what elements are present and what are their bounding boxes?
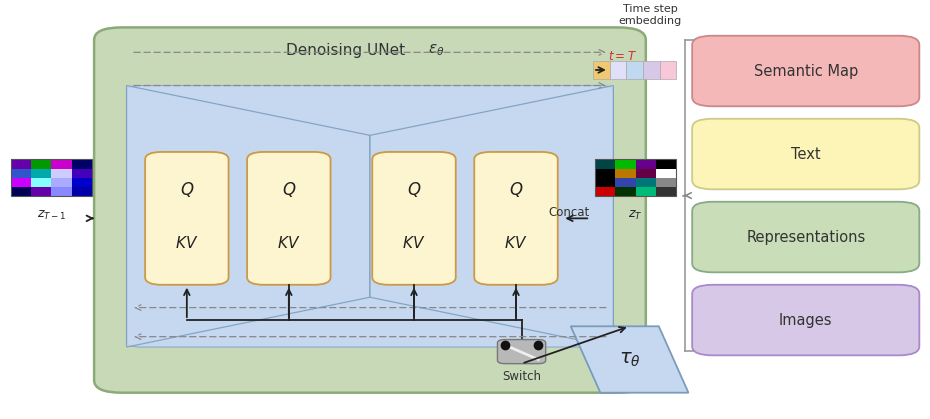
Text: $\varepsilon_\theta$: $\varepsilon_\theta$ xyxy=(428,42,445,58)
Bar xyxy=(10,159,92,196)
FancyBboxPatch shape xyxy=(126,85,614,347)
Bar xyxy=(635,159,656,168)
Bar xyxy=(635,168,656,178)
Text: Images: Images xyxy=(779,313,832,328)
Text: $Q$: $Q$ xyxy=(282,180,296,199)
Text: $Q$: $Q$ xyxy=(509,180,524,199)
Bar xyxy=(643,61,659,79)
Bar xyxy=(635,187,656,196)
Bar xyxy=(659,61,676,79)
Bar xyxy=(72,159,92,168)
Text: Representations: Representations xyxy=(746,230,866,245)
FancyBboxPatch shape xyxy=(94,27,645,393)
FancyBboxPatch shape xyxy=(145,152,229,285)
Bar xyxy=(10,178,31,187)
Bar xyxy=(10,187,31,196)
Text: Semantic Map: Semantic Map xyxy=(753,64,857,78)
Bar xyxy=(72,178,92,187)
Bar xyxy=(72,187,92,196)
FancyBboxPatch shape xyxy=(474,152,558,285)
Text: Time step
embedding: Time step embedding xyxy=(618,4,682,26)
Text: Concat: Concat xyxy=(548,206,590,219)
Bar xyxy=(51,159,72,168)
Bar xyxy=(31,178,51,187)
Polygon shape xyxy=(126,85,370,347)
FancyBboxPatch shape xyxy=(498,339,546,364)
Bar xyxy=(656,187,676,196)
Bar xyxy=(656,159,676,168)
Bar xyxy=(51,168,72,178)
Polygon shape xyxy=(370,85,614,347)
Bar xyxy=(595,187,616,196)
Text: $z_{T-1}$: $z_{T-1}$ xyxy=(37,208,66,222)
Bar xyxy=(616,178,635,187)
Text: $Q$: $Q$ xyxy=(179,180,194,199)
Text: Switch: Switch xyxy=(502,370,541,383)
Bar xyxy=(656,168,676,178)
Bar xyxy=(635,178,656,187)
Bar xyxy=(595,178,616,187)
Text: $Q$: $Q$ xyxy=(406,180,421,199)
FancyBboxPatch shape xyxy=(692,202,920,272)
Text: $KV$: $KV$ xyxy=(277,235,300,251)
Polygon shape xyxy=(571,326,688,393)
Bar xyxy=(616,159,635,168)
FancyBboxPatch shape xyxy=(692,119,920,189)
Text: $KV$: $KV$ xyxy=(175,235,198,251)
Bar xyxy=(656,178,676,187)
Bar xyxy=(72,168,92,178)
Bar xyxy=(595,159,616,168)
FancyBboxPatch shape xyxy=(247,152,330,285)
Text: $\tau_\theta$: $\tau_\theta$ xyxy=(618,350,641,369)
Bar xyxy=(626,61,643,79)
Text: $KV$: $KV$ xyxy=(504,235,527,251)
FancyBboxPatch shape xyxy=(692,36,920,106)
Text: $KV$: $KV$ xyxy=(403,235,426,251)
Text: Denoising UNet: Denoising UNet xyxy=(286,43,410,58)
Bar xyxy=(10,159,31,168)
Bar xyxy=(31,187,51,196)
Bar xyxy=(31,168,51,178)
FancyBboxPatch shape xyxy=(372,152,456,285)
FancyBboxPatch shape xyxy=(692,285,920,355)
Bar xyxy=(595,159,676,196)
Bar xyxy=(595,168,616,178)
Text: $z_T$: $z_T$ xyxy=(629,208,643,222)
Bar xyxy=(51,187,72,196)
Bar xyxy=(10,168,31,178)
Bar xyxy=(593,61,610,79)
Text: $t = T$: $t = T$ xyxy=(608,50,637,63)
Bar xyxy=(616,187,635,196)
Bar xyxy=(31,159,51,168)
Bar xyxy=(51,178,72,187)
Bar xyxy=(616,168,635,178)
Text: Text: Text xyxy=(790,147,820,161)
Bar xyxy=(610,61,626,79)
